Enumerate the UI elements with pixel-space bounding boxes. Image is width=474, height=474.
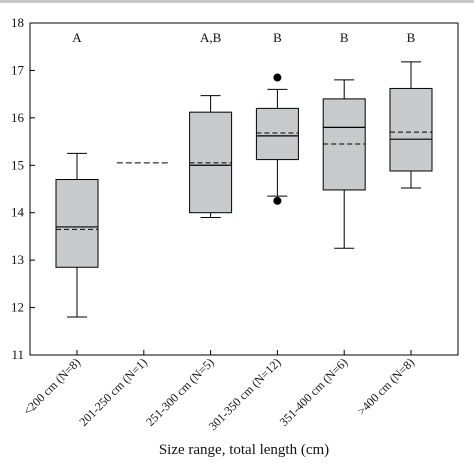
box-iqr: [389, 87, 433, 172]
x-tick-label: 301-350 cm (N=12): [206, 355, 284, 433]
group-letter: B: [407, 30, 416, 45]
x-tick-label: 201-250 cm (N=1): [76, 355, 150, 429]
y-tick-label: 17: [11, 62, 25, 77]
box-series: [55, 61, 433, 318]
box-group: [189, 95, 233, 218]
y-tick-label: 16: [11, 110, 25, 125]
plot-frame: [29, 22, 459, 356]
group-letter: A: [72, 30, 82, 45]
x-tick-label: 251-300 cm (N=5): [143, 355, 217, 429]
box-iqr: [55, 179, 99, 268]
y-tick-label: 14: [11, 205, 25, 220]
group-letter: A,B: [200, 30, 222, 45]
group-letter: B: [340, 30, 349, 45]
page-top-border: [0, 0, 474, 3]
group-letter: B: [273, 30, 282, 45]
y-tick-label: 12: [11, 300, 24, 315]
y-tick-label: 18: [11, 15, 24, 30]
x-tick-label: 351-400 cm (N=6): [277, 355, 351, 429]
box-group: [55, 152, 99, 318]
x-tick-label: <200 cm (N=8): [20, 355, 83, 418]
box-iqr: [255, 107, 299, 161]
outlier-point: [273, 196, 282, 205]
box-group: [255, 73, 299, 205]
y-tick-label: 13: [11, 252, 24, 267]
x-axis-title: Size range, total length (cm): [159, 442, 329, 458]
y-axis: 11 12 13 14 15 16 17 18: [11, 15, 35, 362]
box-group: [322, 79, 366, 249]
box-group: [389, 61, 433, 189]
x-tick-label: >400 cm (N=8): [354, 355, 417, 418]
group-letters: A A,B B B B: [72, 30, 415, 45]
y-tick-label: 15: [11, 157, 24, 172]
x-axis: <200 cm (N=8)201-250 cm (N=1)251-300 cm …: [20, 350, 417, 433]
outlier-point: [273, 73, 282, 82]
y-tick-label: 11: [11, 347, 24, 362]
